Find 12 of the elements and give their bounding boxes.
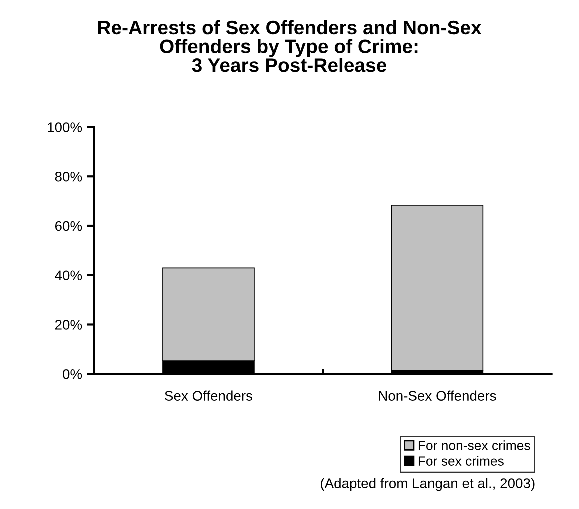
y-tick-label: 80% xyxy=(55,172,82,182)
y-tick-label: 20% xyxy=(55,320,82,330)
x-tick-label: Sex Offenders xyxy=(165,390,252,401)
legend-label: For sex crimes xyxy=(418,456,504,466)
x-tick-label: Non-Sex Offenders xyxy=(379,390,496,401)
text: (Adapted from Langan et al., 2003) xyxy=(321,478,535,492)
y-tick-label: 60% xyxy=(55,221,82,232)
chart-title: Re-Arrests of Sex Offenders and Non-Sex Offenders by Type of Crime: 3 Years Post-Release xyxy=(98,20,482,72)
y-tick-label: 40% xyxy=(55,270,82,281)
legend-label: For non-sex crimes xyxy=(418,440,530,450)
y-tick-label: 0% xyxy=(63,369,82,380)
y-tick-label: 100% xyxy=(48,122,82,132)
